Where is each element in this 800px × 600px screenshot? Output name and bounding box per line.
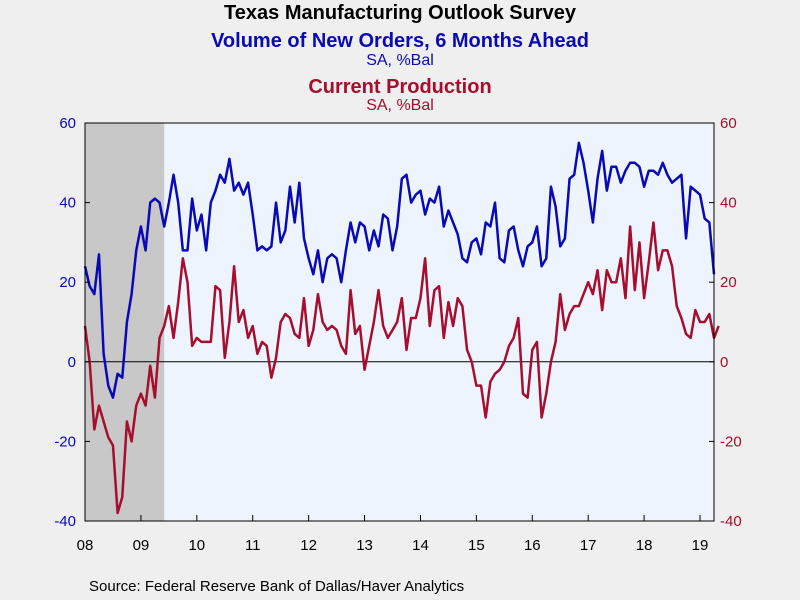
right-tick-label: -40 xyxy=(720,513,742,530)
source-note: Source: Federal Reserve Bank of Dallas/H… xyxy=(89,578,465,595)
series-line-2 xyxy=(83,221,720,515)
x-tick-label: 16 xyxy=(524,537,541,554)
x-tick-label: 13 xyxy=(356,537,373,554)
series1-units: SA, %Bal xyxy=(366,52,434,69)
x-tick-label: 11 xyxy=(245,537,261,554)
series-line-1 xyxy=(83,141,716,399)
left-tick-label: -40 xyxy=(54,513,76,530)
right-tick-label: 40 xyxy=(720,195,737,212)
x-tick-label: 12 xyxy=(300,537,317,554)
series1-title: Volume of New Orders, 6 Months Ahead xyxy=(211,30,589,52)
x-tick-label: 08 xyxy=(77,537,94,554)
series2-title: Current Production xyxy=(308,76,492,98)
x-tick-label: 10 xyxy=(188,537,205,554)
right-tick-label: -20 xyxy=(720,433,742,450)
left-tick-label: 0 xyxy=(68,354,76,371)
x-tick-label: 09 xyxy=(133,537,150,554)
x-tick-label: 15 xyxy=(468,537,485,554)
left-tick-label: -20 xyxy=(54,433,76,450)
right-tick-label: 60 xyxy=(720,115,737,132)
left-tick-label: 60 xyxy=(59,115,76,132)
x-tick-label: 18 xyxy=(636,537,653,554)
left-tick-label: 40 xyxy=(59,195,76,212)
right-tick-label: 0 xyxy=(720,354,728,371)
x-tick-label: 17 xyxy=(580,537,597,554)
left-tick-label: 20 xyxy=(59,274,76,291)
series2-units: SA, %Bal xyxy=(366,97,434,114)
chart-title: Texas Manufacturing Outlook Survey xyxy=(224,2,576,24)
plot-frame xyxy=(84,122,715,522)
x-tick-label: 14 xyxy=(412,537,429,554)
right-tick-label: 20 xyxy=(720,274,737,291)
x-tick-label: 19 xyxy=(692,537,709,554)
